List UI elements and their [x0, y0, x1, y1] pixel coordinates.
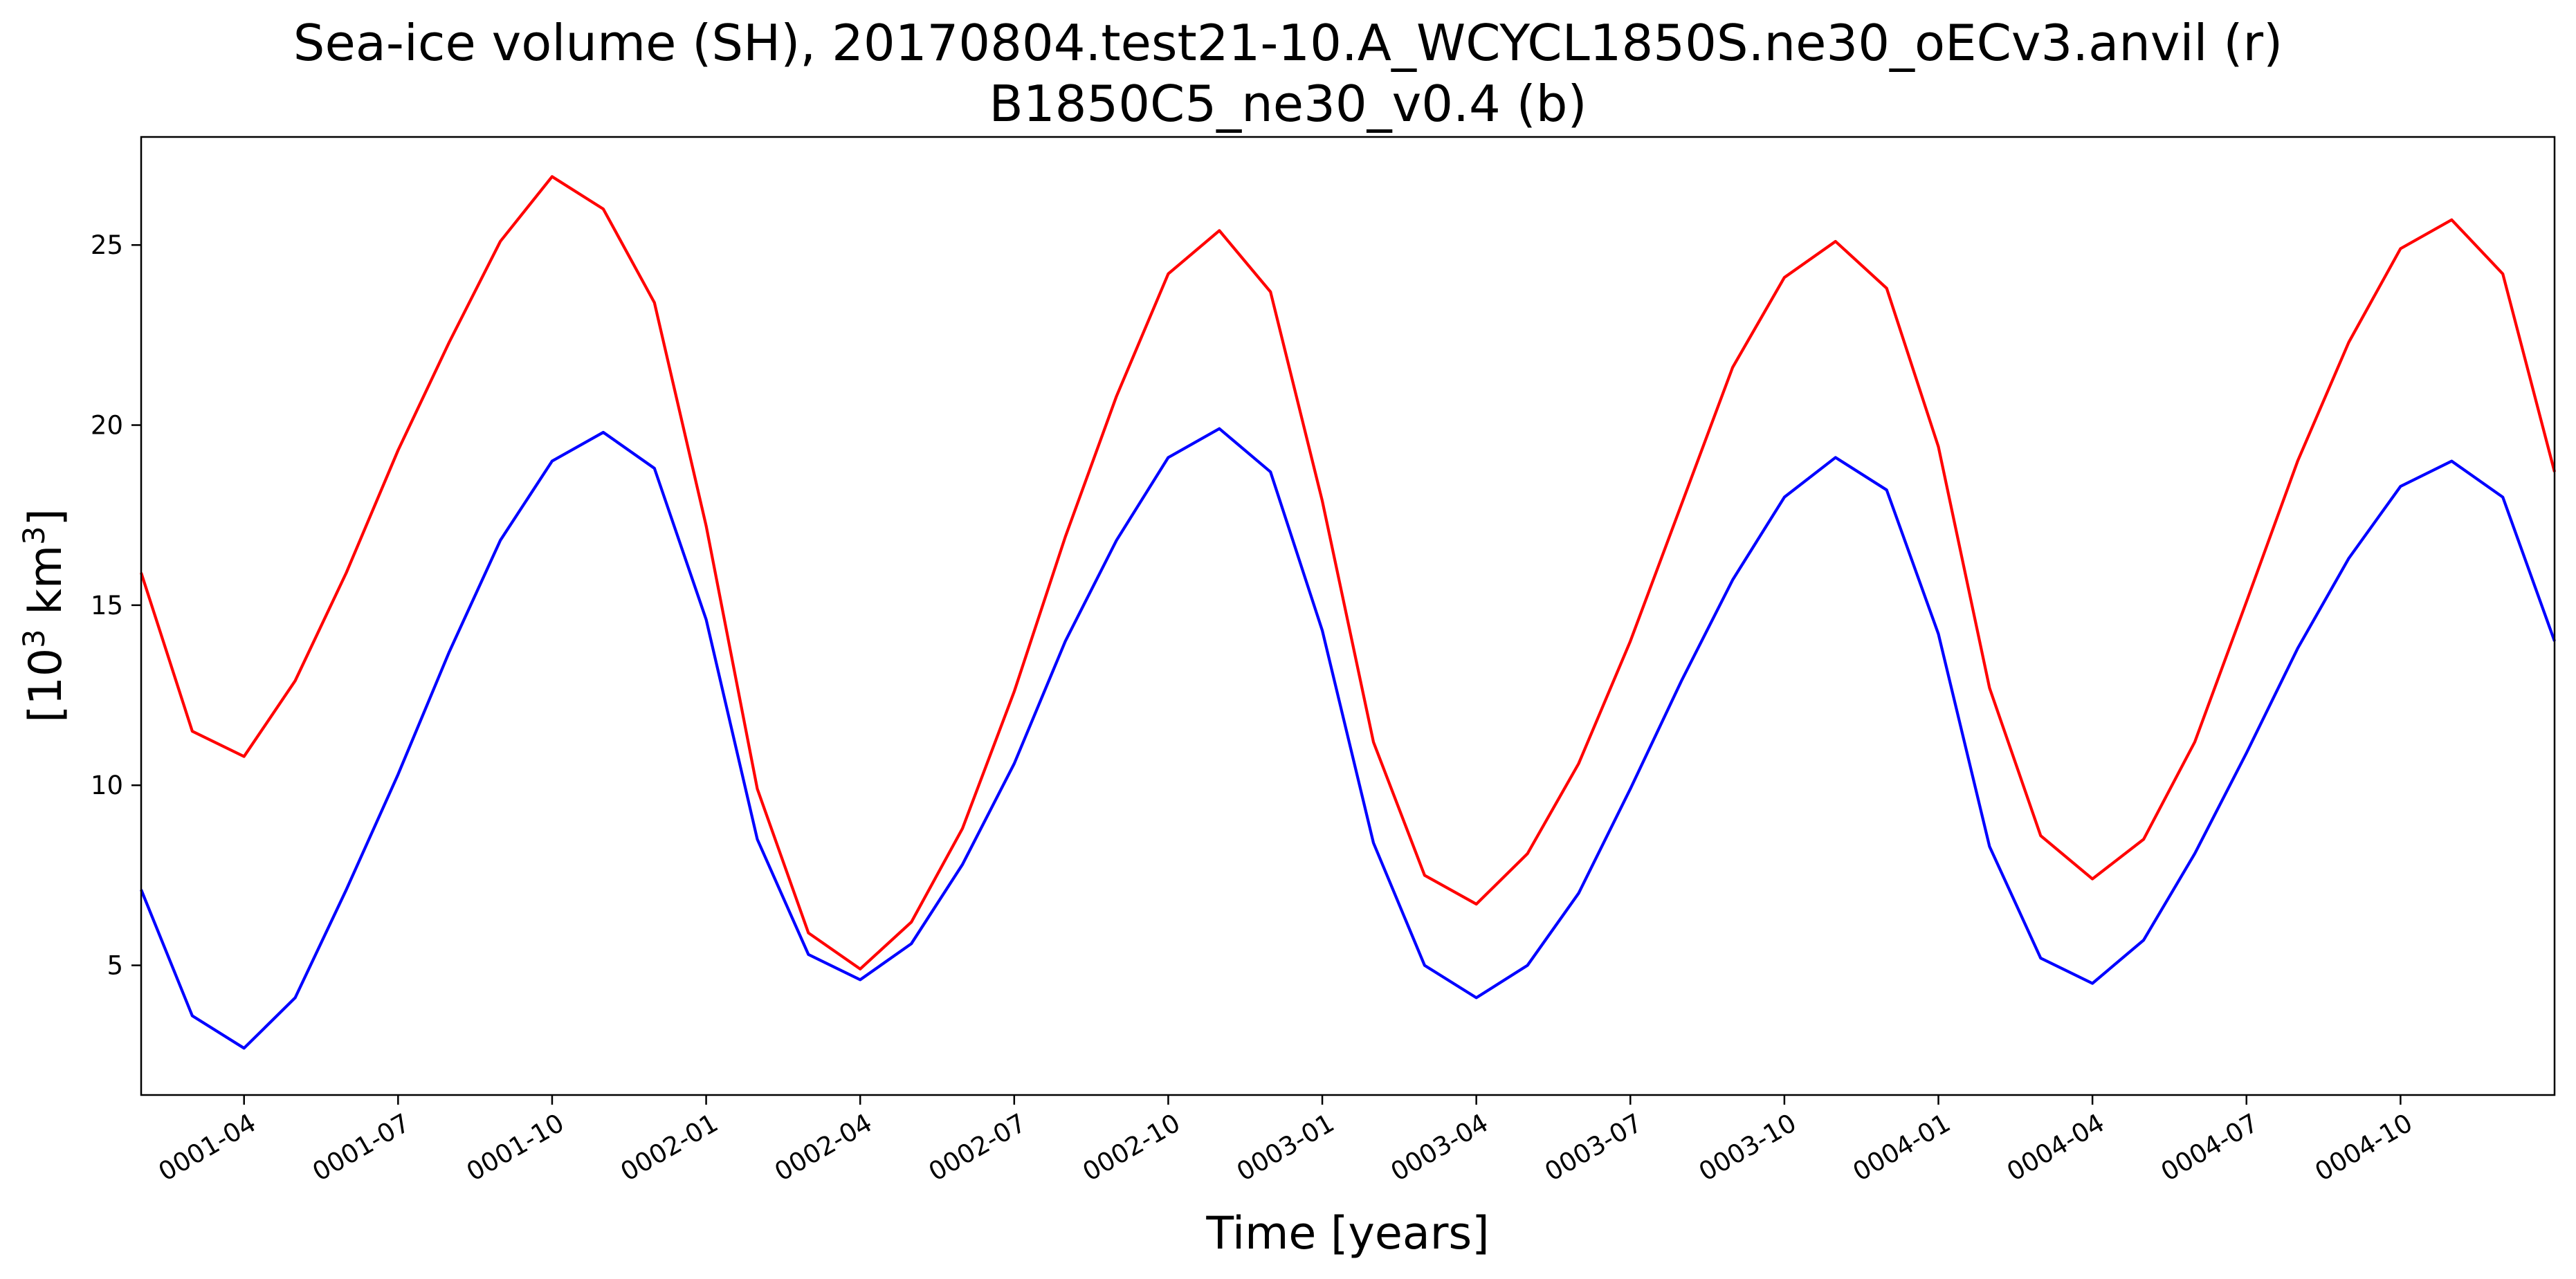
x-tick-label: 0002-04: [769, 1108, 877, 1188]
x-tick-label: 0004-04: [2002, 1108, 2109, 1188]
x-tick-label: 0001-07: [307, 1108, 414, 1188]
x-tick-label: 0003-01: [1232, 1108, 1339, 1188]
y-axis-label-sup1: 3: [17, 629, 52, 647]
x-tick-label: 0004-07: [2156, 1108, 2263, 1188]
x-tick-label: 0001-04: [154, 1108, 261, 1188]
x-tick-label: 0002-10: [1078, 1108, 1185, 1188]
x-tick-label: 0003-07: [1540, 1108, 1647, 1188]
y-tick-label: 5: [107, 951, 123, 981]
plot-area-frame: [140, 136, 2556, 1096]
x-axis: 0001-04 0001-07 0001-10 0002-01 0002-04 0002-…: [154, 1095, 2418, 1187]
chart-title-line1: Sea-ice volume (SH), 20170804.test21-10.…: [293, 14, 2283, 72]
y-tick-label: 15: [91, 591, 123, 620]
y-axis: 5 10 15 20 25: [91, 230, 141, 981]
y-axis-label-mid: km: [20, 545, 72, 629]
x-tick-label: 0004-10: [2310, 1108, 2417, 1188]
series-layer: [140, 175, 2557, 1050]
series-line-2: [140, 427, 2556, 1050]
y-tick-label: 10: [91, 771, 123, 800]
y-tick-label: 25: [91, 230, 123, 260]
x-tick-label: 0002-07: [924, 1108, 1031, 1188]
y-axis-label-sup2: 3: [17, 526, 52, 544]
x-axis-label: Time [years]: [1205, 1208, 1489, 1260]
x-tick-label: 0003-04: [1386, 1108, 1493, 1188]
series-line-1: [140, 175, 2557, 970]
x-tick-label: 0003-10: [1694, 1108, 1801, 1188]
y-axis-label-end: ]: [20, 508, 72, 526]
chart-title-line2: B1850C5_ne30_v0.4 (b): [989, 75, 1587, 133]
y-axis-label: [103 km3]: [17, 508, 72, 723]
x-tick-label: 0004-01: [1848, 1108, 1955, 1188]
y-axis-label-base: [10: [20, 648, 72, 723]
chart-title: Sea-ice volume (SH), 20170804.test21-10.…: [0, 12, 2576, 134]
y-tick-label: 20: [91, 411, 123, 441]
x-tick-label: 0002-01: [616, 1108, 723, 1188]
x-tick-label: 0001-10: [462, 1108, 569, 1188]
